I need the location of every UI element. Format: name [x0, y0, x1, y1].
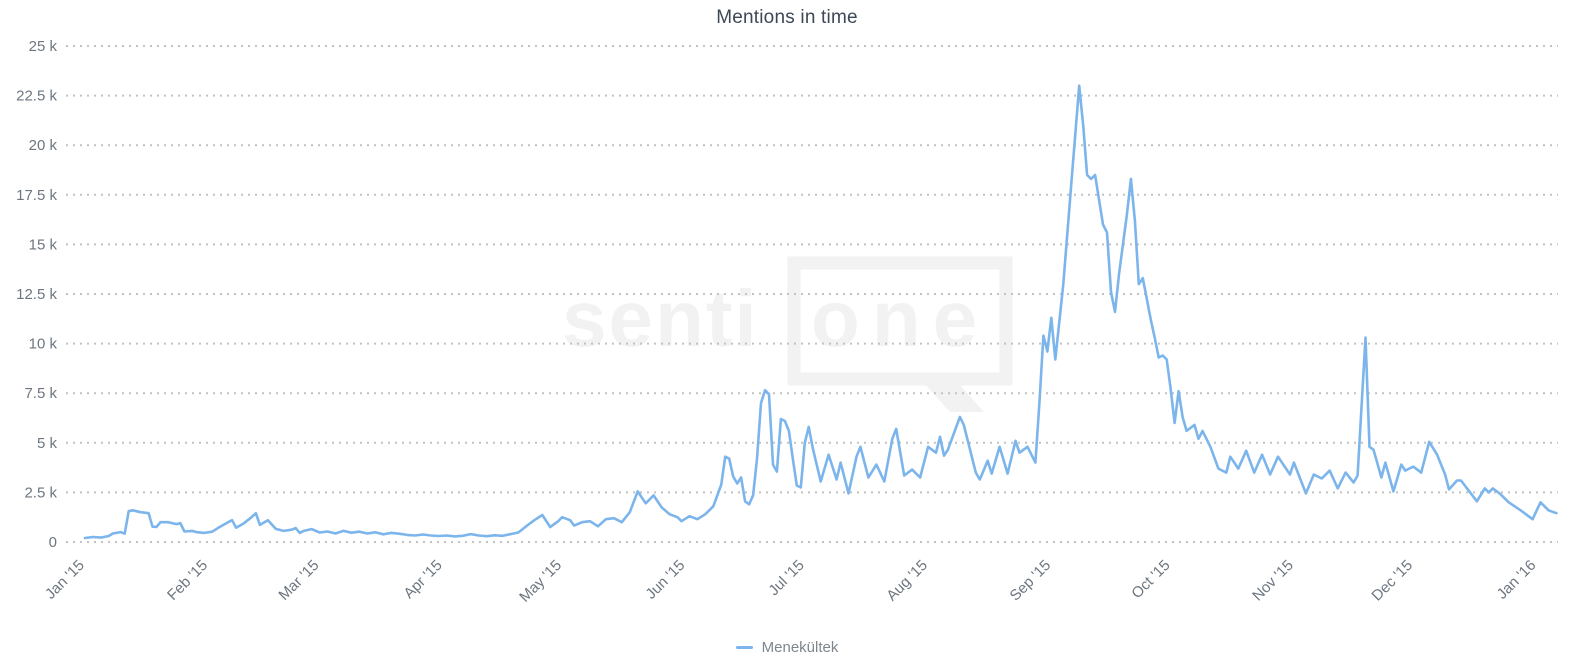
legend-line-marker	[735, 646, 753, 649]
x-tick-label: Jun '15	[642, 557, 688, 603]
y-tick-label: 5 k	[37, 435, 58, 452]
x-tick-label: Dec '15	[1368, 557, 1416, 605]
legend-label: Menekültek	[761, 639, 839, 656]
legend-item-menekultek[interactable]: Menekültek	[735, 639, 839, 656]
y-tick-label: 10 k	[29, 336, 58, 353]
series-line-menekultek[interactable]	[83, 84, 1558, 540]
watermark-speech-bubble	[787, 256, 1013, 386]
x-axis-labels: Jan '15 Feb '15 Mar '15 Apr '15 May '15 Jun '…	[42, 557, 1540, 606]
x-tick-label: May '15	[516, 557, 565, 606]
y-tick-label: 17.5 k	[16, 187, 57, 204]
chart-title: Mentions in time	[716, 7, 858, 28]
watermark-senti-text: senti	[562, 274, 759, 363]
y-tick-label: 12.5 k	[16, 286, 57, 303]
x-tick-label: Jan '16	[1494, 557, 1540, 603]
y-tick-label: 7.5 k	[24, 385, 57, 402]
x-tick-label: Jan '15	[42, 557, 88, 603]
y-tick-label: 0	[49, 534, 57, 551]
y-tick-label: 22.5 k	[16, 88, 57, 105]
y-tick-label: 15 k	[29, 236, 58, 253]
y-axis-labels: 0 2.5 k 5 k 7.5 k 10 k 12.5 k 15 k 17.5 k 20 k 22…	[16, 38, 57, 551]
sentione-watermark: senti one	[562, 256, 1013, 412]
watermark-one-text: one	[811, 274, 989, 363]
x-tick-label: Sep '15	[1007, 557, 1055, 605]
x-tick-label: Aug '15	[883, 557, 931, 605]
x-tick-label: Nov '15	[1249, 557, 1297, 605]
y-tick-label: 20 k	[29, 137, 58, 154]
legend: Menekültek	[0, 639, 1574, 656]
x-tick-label: Jul '15	[765, 557, 807, 599]
x-tick-label: Oct '15	[1128, 557, 1173, 602]
x-tick-label: Apr '15	[400, 557, 445, 602]
x-tick-label: Mar '15	[275, 557, 322, 604]
y-tick-label: 2.5 k	[24, 484, 57, 501]
y-tick-label: 25 k	[29, 38, 58, 55]
x-tick-label: Feb '15	[164, 557, 211, 604]
